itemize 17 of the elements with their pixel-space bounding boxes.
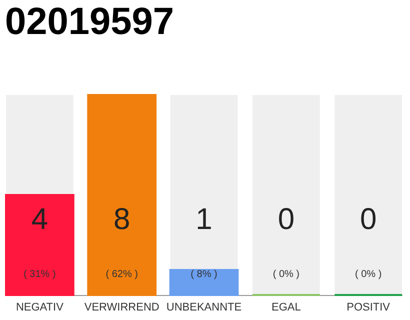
annotation: ( 0% ) [272,269,300,280]
x-tick-label: VERWIRREND [84,302,160,314]
annotation: ( 0% ) [354,269,382,280]
annotation: ( 31% ) [24,269,56,280]
x-tick-label: POSITIV [346,302,391,314]
x-tick-label: UNBEKANNTE [166,302,242,314]
bar [169,269,239,296]
data-label: 0 [360,203,377,236]
data-label: 4 [31,203,48,236]
chart-title: 02019597 [5,1,174,43]
data-label: 0 [278,203,294,236]
data-label: 8 [114,203,130,236]
data-label: 1 [196,203,212,236]
annotation: ( 62% ) [106,269,138,280]
x-tick-label: EGAL [271,302,301,314]
x-tick-label: NEGATIV [16,302,64,314]
annotation: ( 8% ) [190,269,218,280]
